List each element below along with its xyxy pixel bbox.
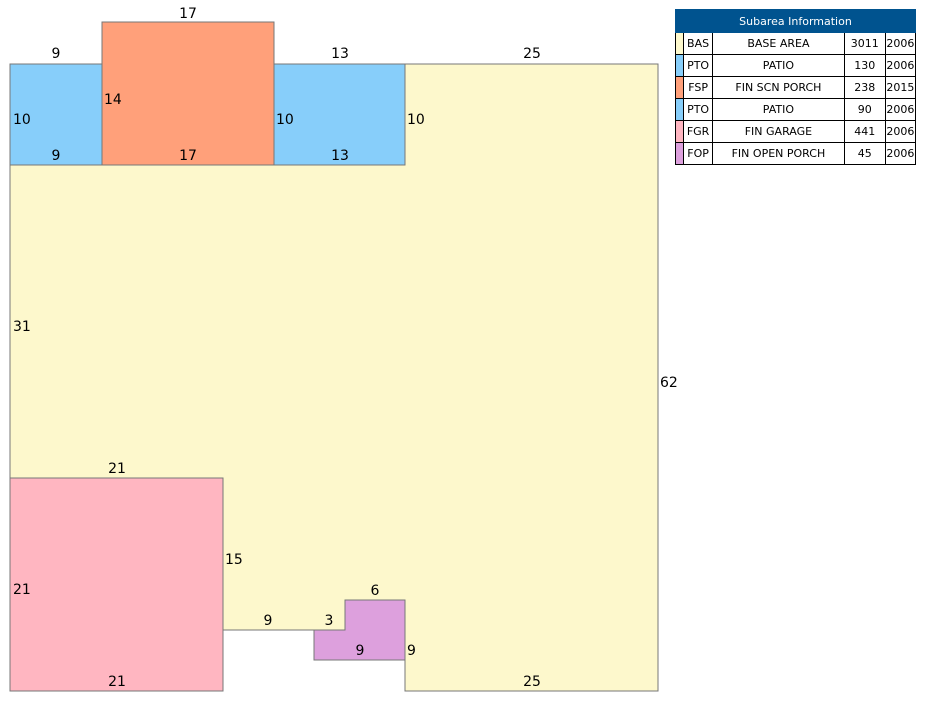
legend-area: 441 — [843, 120, 886, 143]
legend-area: 130 — [843, 54, 886, 77]
legend-description: BASE AREA — [712, 32, 845, 55]
legend-row: FGR FIN GARAGE 441 2006 — [674, 120, 917, 143]
dim-pto2-top: 13 — [331, 46, 349, 62]
dim-fop-right: 9 — [407, 643, 416, 659]
dim-bas-right: 62 — [660, 375, 678, 391]
dim-fgr-right: 15 — [225, 552, 243, 568]
legend-description: FIN OPEN PORCH — [712, 142, 845, 165]
dim-fsp-side: 14 — [104, 92, 122, 108]
legend-code: FGR — [683, 120, 714, 143]
dim-notch-bottom: 9 — [264, 613, 273, 629]
legend-year: 2015 — [884, 76, 917, 99]
legend-year: 2006 — [884, 142, 917, 165]
legend-area: 3011 — [843, 32, 886, 55]
legend-description: PATIO — [712, 98, 845, 121]
dim-fsp-top: 17 — [179, 6, 197, 22]
dim-fop-step: 3 — [325, 613, 334, 629]
legend-code: BAS — [683, 32, 714, 55]
dim-pto1-side: 10 — [13, 112, 31, 128]
fin-open-porch-shape — [313, 599, 406, 661]
patio-left-shape — [9, 63, 103, 166]
legend-code: PTO — [683, 54, 714, 77]
patio-right-shape — [273, 63, 406, 166]
legend-description: FIN GARAGE — [712, 120, 845, 143]
legend-swatch — [674, 142, 685, 165]
dim-fgr-top: 21 — [108, 461, 126, 477]
legend-row: BAS BASE AREA 3011 2006 — [674, 32, 917, 55]
legend-row: FSP FIN SCN PORCH 238 2015 — [674, 76, 917, 99]
dim-fop-top: 6 — [371, 583, 380, 599]
legend-row: FOP FIN OPEN PORCH 45 2006 — [674, 142, 917, 165]
legend-year: 2006 — [884, 120, 917, 143]
legend-area: 90 — [843, 98, 886, 121]
dim-pto2-left: 10 — [276, 112, 294, 128]
legend-title: Subarea Information — [675, 9, 916, 33]
legend-swatch — [674, 32, 685, 55]
legend-code: FSP — [683, 76, 714, 99]
legend-description: PATIO — [712, 54, 845, 77]
fin-garage-shape — [9, 477, 224, 692]
legend-row: PTO PATIO 90 2006 — [674, 98, 917, 121]
legend-year: 2006 — [884, 32, 917, 55]
dim-fgr-left: 21 — [13, 582, 31, 598]
legend-year: 2006 — [884, 54, 917, 77]
legend-code: FOP — [683, 142, 714, 165]
dim-fgr-bottom: 21 — [108, 674, 126, 690]
dim-fsp-bottom: 17 — [179, 148, 197, 164]
dim-pto2-bottom: 13 — [331, 148, 349, 164]
dim-bas-left: 31 — [13, 319, 31, 335]
dim-bas-top: 25 — [523, 46, 541, 62]
legend-code: PTO — [683, 98, 714, 121]
legend-row: PTO PATIO 130 2006 — [674, 54, 917, 77]
legend-swatch — [674, 98, 685, 121]
legend-swatch — [674, 76, 685, 99]
dim-pto1-top: 9 — [52, 46, 61, 62]
legend-description: FIN SCN PORCH — [712, 76, 845, 99]
dim-pto1-bottom: 9 — [52, 148, 61, 164]
subarea-information-table: Subarea Information BAS BASE AREA 3011 2… — [674, 9, 917, 165]
dim-fop-bottom: 9 — [356, 643, 365, 659]
dim-bas-bottom: 25 — [523, 674, 541, 690]
legend-swatch — [674, 54, 685, 77]
fin-scn-porch-shape — [101, 21, 275, 166]
legend-swatch — [674, 120, 685, 143]
legend-area: 45 — [843, 142, 886, 165]
legend-year: 2006 — [884, 98, 917, 121]
dim-pto2-right: 10 — [407, 112, 425, 128]
legend-area: 238 — [843, 76, 886, 99]
